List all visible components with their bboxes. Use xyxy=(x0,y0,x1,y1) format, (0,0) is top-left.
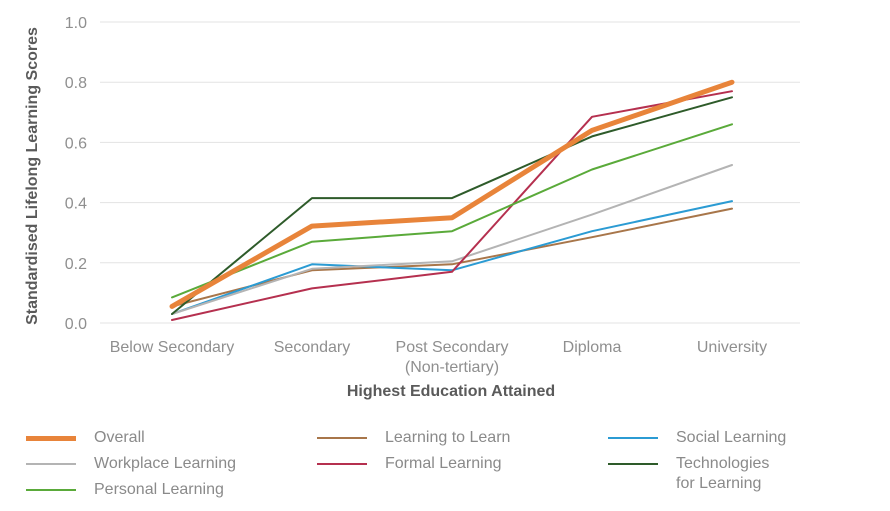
y-tick-label: 0.4 xyxy=(65,196,87,213)
x-tick-label-line: Secondary xyxy=(274,339,351,356)
series-line-social-learning xyxy=(171,200,733,315)
x-tick-label-line: Diploma xyxy=(563,339,622,356)
series-line-overall xyxy=(169,79,735,309)
x-tick-labels: Below Secondary Secondary Post Secondary (N… xyxy=(110,339,767,376)
x-axis-label: Highest Education Attained xyxy=(347,383,555,400)
y-tick-label: 0.2 xyxy=(65,256,87,273)
x-tick-label: Diploma xyxy=(563,339,622,356)
gridlines xyxy=(100,21,800,324)
y-tick-label: 0.6 xyxy=(65,135,87,152)
y-tick-labels: 0.0 0.2 0.4 0.6 0.8 1.0 xyxy=(65,15,87,333)
x-tick-label: Secondary xyxy=(274,339,351,356)
y-tick-label: 0.8 xyxy=(65,75,87,92)
x-tick-label: Below Secondary xyxy=(110,339,235,356)
x-tick-label-line: University xyxy=(697,339,767,356)
series-line-personal-learning xyxy=(171,123,733,299)
series-line-technologies-for-learning xyxy=(171,96,733,315)
y-axis-label: Standardised Lifelong Learning Scores xyxy=(24,27,41,325)
x-tick-label: Post Secondary (Non-tertiary) xyxy=(396,339,509,376)
series-lines xyxy=(169,79,735,321)
series-line-formal-learning xyxy=(171,90,733,321)
x-tick-label-line: Post Secondary xyxy=(396,339,509,356)
x-tick-label: University xyxy=(697,339,767,356)
series-line-workplace-learning xyxy=(171,164,733,315)
x-tick-label-line: Below Secondary xyxy=(110,339,235,356)
y-tick-label: 0.0 xyxy=(65,316,87,333)
y-tick-label: 1.0 xyxy=(65,15,87,32)
series-line-learning-to-learn xyxy=(171,207,733,308)
x-tick-label-line: (Non-tertiary) xyxy=(405,359,499,376)
